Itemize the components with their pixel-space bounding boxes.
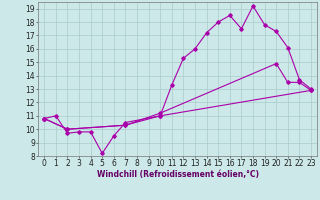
X-axis label: Windchill (Refroidissement éolien,°C): Windchill (Refroidissement éolien,°C) (97, 170, 259, 179)
